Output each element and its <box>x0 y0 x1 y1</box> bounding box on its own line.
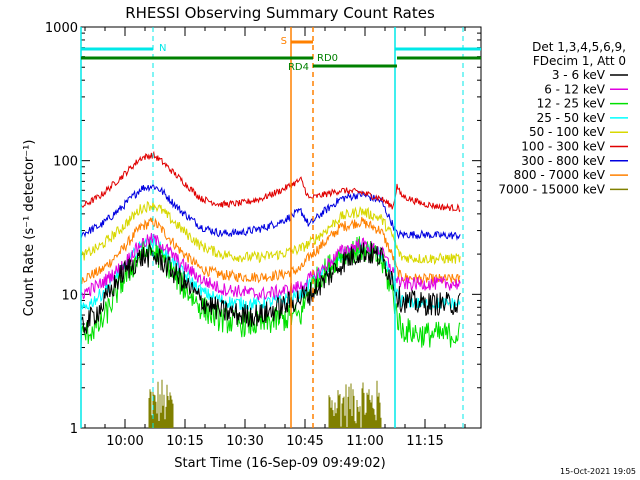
decimation-flag-label: RD0 <box>317 53 338 64</box>
y-tick-label: 1 <box>70 422 78 437</box>
plot-marks: 1 10 100 1000 10:00 10:15 10:30 10:45 11:00 11:15… <box>45 21 628 449</box>
y-tick-label: 10 <box>61 288 78 303</box>
saa-flag-label: S <box>281 36 287 47</box>
legend-entry-label: 12 - 25 keV <box>537 97 606 111</box>
x-tick-label: 10:30 <box>226 434 263 449</box>
footer-timestamp: 15-Oct-2021 19:05 <box>560 467 636 476</box>
x-tick-label: 10:00 <box>106 434 143 449</box>
series-line <box>80 183 461 241</box>
legend-entry-label: 6 - 12 keV <box>544 82 606 96</box>
x-axis-label: Start Time (16-Sep-09 09:49:02) <box>174 456 385 471</box>
legend-entry-label: 3 - 6 keV <box>552 68 606 82</box>
y-tick-label: 1000 <box>45 21 78 36</box>
x-tick-label: 10:45 <box>286 434 323 449</box>
series-line <box>80 216 461 285</box>
legend-entry-label: 7000 - 15000 keV <box>498 182 605 196</box>
legend-header: FDecim 1, Att 0 <box>533 54 626 68</box>
series-line <box>80 242 461 334</box>
y-axis-label: Count Rate (s⁻¹ detector⁻¹) <box>22 140 37 317</box>
legend-header: Det 1,3,4,5,6,9, <box>532 40 626 54</box>
burst-series <box>148 379 382 428</box>
x-tick-label: 11:15 <box>406 434 443 449</box>
x-tick-label: 11:00 <box>346 434 383 449</box>
legend-entry-label: 100 - 300 keV <box>521 140 605 154</box>
legend-entry-label: 50 - 100 keV <box>529 125 606 139</box>
series-line <box>80 200 461 266</box>
legend-entry-label: 300 - 800 keV <box>521 154 605 168</box>
chart-title: RHESSI Observing Summary Count Rates <box>125 4 435 22</box>
decimation-flag-label: RD4 <box>288 62 309 73</box>
legend-entry-label: 800 - 7000 keV <box>514 168 606 182</box>
y-tick-label: 100 <box>53 155 78 170</box>
series-line <box>80 150 461 213</box>
series-line <box>80 233 461 301</box>
series-line <box>80 236 461 348</box>
legend-entry-label: 25 - 50 keV <box>537 111 606 125</box>
night-flag-label: N <box>159 43 166 54</box>
x-tick-label: 10:15 <box>166 434 203 449</box>
